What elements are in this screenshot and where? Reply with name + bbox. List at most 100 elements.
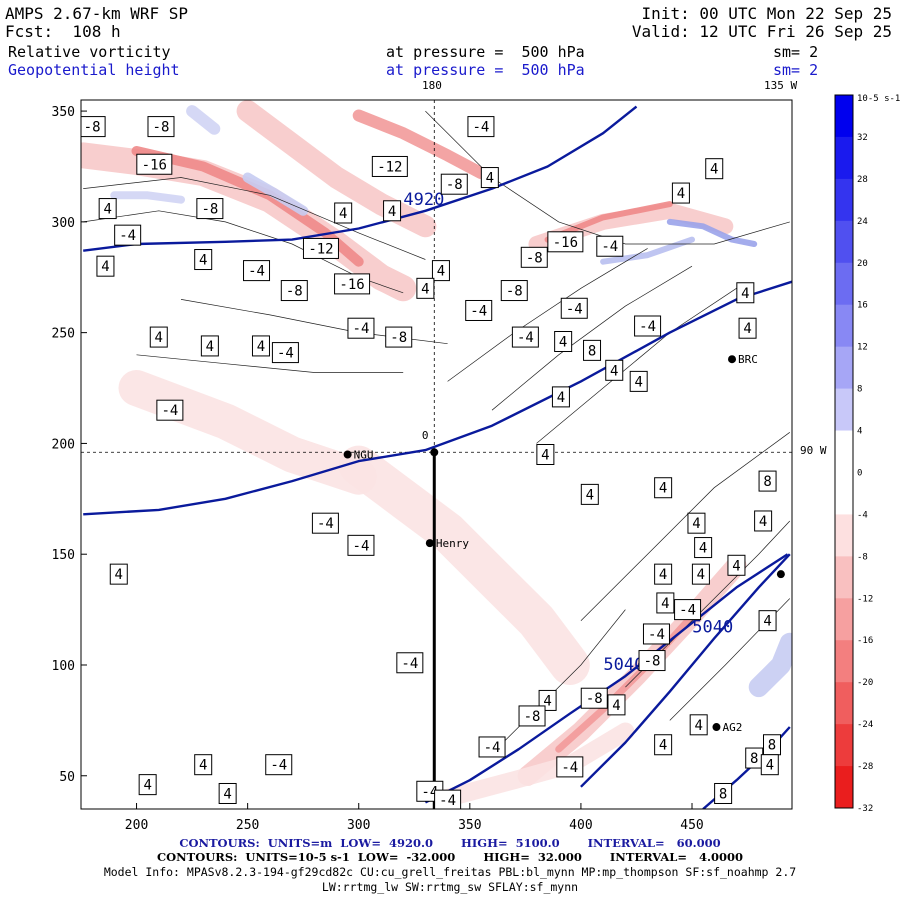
contour-label: 4 (206, 339, 214, 355)
contour-label-box (605, 359, 624, 381)
contour-label: 4 (659, 567, 667, 583)
contour-label-box (334, 202, 353, 224)
contour-label-box (607, 694, 626, 716)
contour-label-box (480, 167, 499, 189)
contour-label-box (396, 652, 424, 674)
colorbar-swatch (835, 640, 853, 683)
vorticity-shading (600, 236, 695, 265)
contour-label-box (311, 512, 339, 534)
contour-label-box (758, 470, 777, 492)
contour-label: -8 (286, 284, 303, 300)
contour-label: -4 (639, 319, 656, 335)
colorbar-tick-label: 16 (857, 301, 868, 311)
contour-label-box (302, 237, 339, 259)
colorbar-tick-label: -20 (857, 678, 873, 688)
colorbar-swatch (835, 514, 853, 557)
colorbar-tick-label: 0 (857, 468, 862, 478)
colorbar-swatch (835, 220, 853, 264)
y-tick-label: 350 (52, 105, 75, 120)
contour-label: -4 (248, 264, 265, 280)
contour-label: -4 (270, 758, 287, 774)
contour-label-box (556, 756, 584, 778)
contour-label: -12 (308, 241, 333, 257)
contour-label: -8 (446, 177, 463, 193)
field1-smooth: sm= 2 (773, 43, 819, 61)
init-time: Init: 00 UTC Mon 22 Sep 25 (641, 4, 892, 23)
contour-label: 8 (719, 786, 727, 802)
contour-label-box (656, 592, 675, 614)
contour-label: 4 (543, 693, 551, 709)
contour-label: 4 (199, 253, 207, 269)
station-marker (776, 570, 785, 579)
y-tick-label: 50 (59, 770, 75, 785)
contour-label-box (520, 246, 548, 268)
contour-label-box (583, 339, 602, 361)
field1-level: at pressure = 500 hPa (386, 43, 585, 61)
vorticity-contour-line (425, 110, 790, 245)
contour-label-box (714, 782, 733, 804)
contour-label-box (251, 335, 270, 357)
contour-label: -4 (421, 784, 438, 800)
colorbar-swatch (835, 304, 853, 348)
colorbar: 10-5 s-1 32 28 24 20 16 12 8 4 0 -4 -8 -12 -16 -20 -24 -… (834, 94, 900, 814)
station-label: BRC (738, 353, 758, 366)
contour-label: 4 (115, 567, 123, 583)
contour-label-box (629, 370, 648, 392)
contour-label-box (689, 714, 708, 736)
contour-label: 4 (421, 281, 429, 297)
contour-label-box (738, 317, 757, 339)
colorbar-tick-label: -32 (857, 804, 873, 814)
forecast-hour: Fcst: 108 h (5, 22, 121, 41)
contour-label: -8 (526, 250, 543, 266)
height-contour-4980 (83, 280, 792, 516)
vorticity-shading (352, 109, 487, 180)
contour-label: 4 (699, 541, 707, 557)
contour-label: 4 (677, 186, 685, 202)
contour-label-box (654, 563, 673, 585)
contour-label: 8 (750, 751, 758, 767)
x-tick-label: 400 (569, 818, 592, 833)
contour-label-box (654, 477, 673, 499)
contour-label: -4 (353, 321, 370, 337)
contour-label-box (754, 510, 773, 532)
contour-label-box (671, 182, 690, 204)
contour-label-box (654, 734, 673, 756)
contour-label: -8 (201, 202, 218, 218)
vorticity-shading (438, 722, 635, 807)
valid-time: Valid: 12 UTC Fri 26 Sep 25 (631, 22, 892, 41)
contour-label-box (416, 277, 435, 299)
colorbar-swatch (835, 95, 853, 138)
contour-label: -8 (506, 284, 523, 300)
contour-label-box (478, 736, 506, 758)
x-tick-label: 300 (347, 818, 370, 833)
station-marker (712, 723, 721, 732)
station-marker (728, 355, 737, 364)
contour-label-box (347, 534, 375, 556)
contour-label-box (554, 331, 573, 353)
x-tick-label: 350 (458, 818, 481, 833)
contour-label-box (280, 280, 308, 302)
contour-label-box (434, 789, 462, 809)
contour-label: 4 (741, 286, 749, 302)
colorbar-tick-label: -8 (857, 552, 868, 562)
contour-label-box (465, 299, 493, 321)
colorbar-tick-label: 24 (857, 217, 868, 227)
field1-name: Relative vorticity (8, 43, 171, 61)
colorbar-swatch (835, 388, 853, 432)
contour-label-box (518, 705, 546, 727)
contour-label: -8 (644, 654, 661, 670)
colorbar-swatch (835, 766, 853, 809)
contour-label-box (596, 235, 624, 257)
colorbar-frame (834, 94, 854, 809)
colorbar-tick-label: 20 (857, 259, 868, 269)
vorticity-contour-line (136, 354, 404, 373)
contour-label-box (383, 200, 402, 222)
contour-label-box (758, 610, 777, 632)
vorticity-shading (242, 172, 309, 216)
contour-label: -4 (648, 627, 665, 643)
vorticity-contour-line (491, 265, 693, 411)
contour-label-box (580, 483, 599, 505)
contour-label: 4 (101, 259, 109, 275)
station-label: Henry (436, 537, 469, 550)
